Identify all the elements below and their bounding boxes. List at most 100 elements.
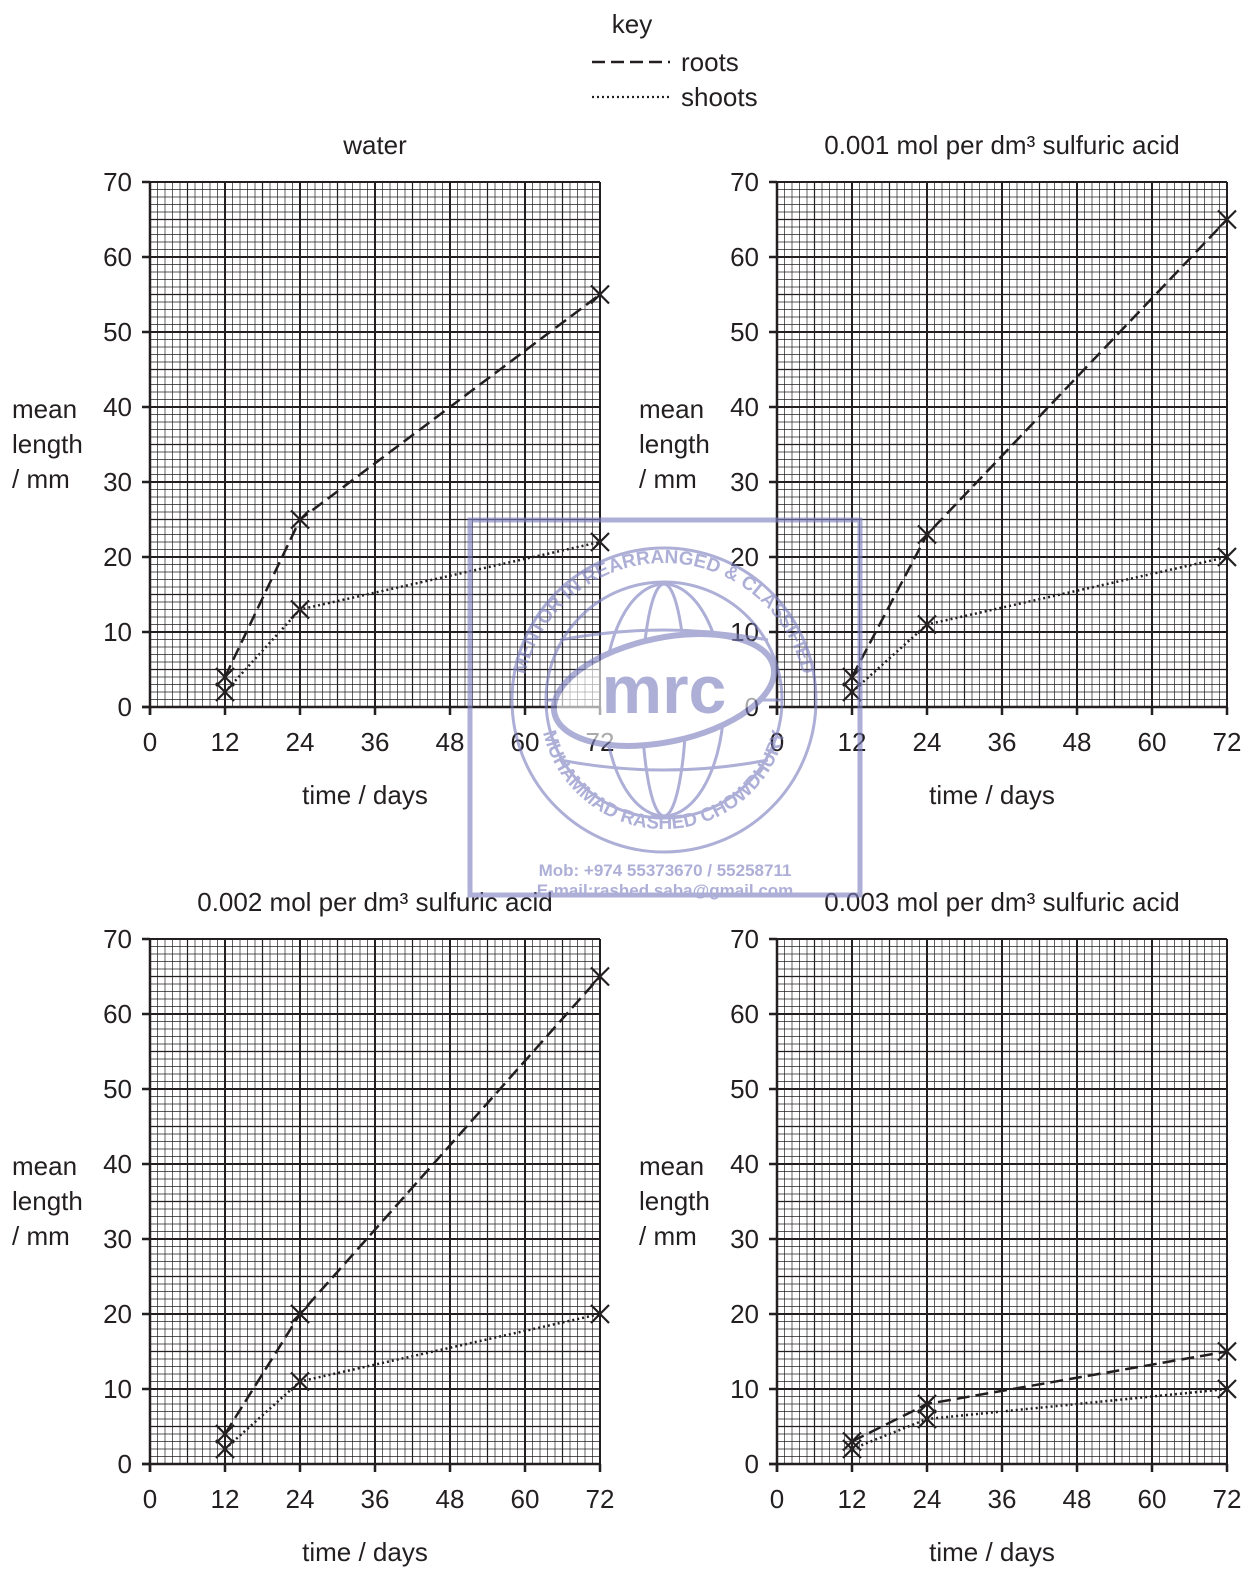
x-axis-label: time / days: [302, 780, 428, 810]
cross-stroke: [917, 524, 937, 545]
cross-stroke: [290, 1371, 310, 1392]
cross-stroke: [1217, 209, 1237, 230]
roots-point: [590, 966, 610, 987]
y-axis-label: / mm: [12, 464, 70, 494]
y-tick-label: 20: [103, 542, 132, 572]
y-tick-label: 40: [730, 1149, 759, 1179]
y-tick-label: 60: [103, 242, 132, 272]
y-axis-label: length: [12, 1186, 83, 1216]
y-tick-label: 50: [103, 1074, 132, 1104]
x-tick-label: 72: [1213, 727, 1242, 757]
watermark-logo-ellipse: [550, 631, 778, 749]
cross-stroke: [290, 599, 310, 620]
x-tick-label: 24: [913, 727, 942, 757]
y-axis-label: / mm: [12, 1221, 70, 1251]
cross-stroke: [590, 532, 610, 552]
cross-stroke: [215, 682, 235, 702]
roots-point: [590, 284, 610, 305]
watermark-seal-outer: [510, 546, 818, 854]
shoots-point: [1217, 1379, 1237, 1399]
roots-point: [1217, 1341, 1237, 1362]
series-shoots: [215, 532, 610, 702]
roots-point: [215, 1424, 235, 1444]
y-tick-label: 60: [103, 999, 132, 1029]
watermark-mobile: Mob: +974 55373670 / 55258711: [539, 861, 792, 880]
chart-title: 0.002 mol per dm³ sulfuric acid: [197, 887, 552, 917]
y-axis-label: length: [639, 429, 710, 459]
legend-title: key: [612, 9, 652, 39]
x-tick-label: 36: [361, 1484, 390, 1514]
roots-point: [917, 524, 937, 545]
cross-stroke: [215, 1424, 235, 1444]
watermark-frame: [467, 517, 863, 898]
x-tick-label: 60: [1138, 1484, 1167, 1514]
y-tick-label: 30: [730, 1224, 759, 1254]
charts: water 0 10 20 30 40 50 60 70 0 12 24 36 48 60 72 time / …: [12, 130, 1241, 1567]
y-tick-label: 20: [730, 1299, 759, 1329]
x-tick-label: 60: [511, 1484, 540, 1514]
cross-stroke: [917, 614, 937, 635]
grid: [776, 938, 1228, 1465]
watermark-logo-text: mrc: [602, 652, 727, 728]
chart-1: water0102030405060700122436486072time / …: [12, 130, 614, 810]
cross-stroke: [1217, 547, 1237, 567]
shoots-point: [215, 1439, 235, 1459]
y-axis-label: / mm: [639, 1221, 697, 1251]
cross-stroke: [590, 966, 610, 987]
cross-stroke: [1217, 1341, 1237, 1362]
cross-stroke: [590, 1304, 610, 1324]
y-tick-label: 40: [730, 392, 759, 422]
cross-stroke: [290, 509, 310, 530]
x-tick-label: 12: [211, 1484, 240, 1514]
chart-title: 0.001 mol per dm³ sulfuric acid: [824, 130, 1179, 160]
chart-3: 0.002 mol per dm³ sulfuric acid 0 10 20 30 40…: [12, 887, 614, 1567]
series-roots: [842, 209, 1237, 687]
chart-title: water: [342, 130, 407, 160]
y-tick-label: 70: [103, 167, 132, 197]
x-tick-label: 48: [436, 1484, 465, 1514]
cross-stroke: [917, 1409, 937, 1429]
y-axis-label: mean: [639, 394, 704, 424]
y-tick-label: 0: [118, 1449, 132, 1479]
x-axis-label: time / days: [302, 1537, 428, 1567]
shoots-point: [1217, 547, 1237, 567]
grid: [149, 938, 601, 1465]
grid: [776, 181, 1228, 708]
cross-stroke: [215, 667, 235, 687]
y-axis-label: / mm: [639, 464, 697, 494]
x-axis-label: time / days: [929, 780, 1055, 810]
chart-4: 0.003 mol per dm³ sulfuric acid 0 10 20 30 40…: [639, 887, 1241, 1567]
shoots-point: [590, 532, 610, 552]
series-roots: [215, 966, 610, 1444]
y-tick-label: 70: [103, 924, 132, 954]
x-tick-label: 36: [361, 727, 390, 757]
series-shoots: [842, 1379, 1237, 1459]
x-tick-label: 48: [1063, 1484, 1092, 1514]
chart-title: 0.003 mol per dm³ sulfuric acid: [824, 887, 1179, 917]
x-tick-label: 36: [988, 727, 1017, 757]
roots-point: [917, 1394, 937, 1414]
legend-shoots-label: shoots: [681, 82, 758, 112]
cross-stroke: [215, 1439, 235, 1459]
shoots-point: [290, 599, 310, 620]
y-tick-label: 50: [730, 317, 759, 347]
watermark-email: E-mail:rashed.saba@gmail.com: [537, 881, 794, 900]
y-axis-label: mean: [12, 1151, 77, 1181]
y-tick-label: 10: [103, 617, 132, 647]
cross-stroke: [590, 284, 610, 305]
series-roots: [215, 284, 610, 687]
watermark: mrc MENTOR IN REARRANGED & CLASSIFIED MU…: [467, 517, 863, 900]
x-tick-label: 0: [770, 727, 784, 757]
shoots-point: [917, 614, 937, 635]
roots-point: [290, 509, 310, 530]
cross-stroke: [917, 1394, 937, 1414]
x-tick-label: 24: [286, 1484, 315, 1514]
x-tick-label: 0: [143, 727, 157, 757]
series-roots: [842, 1341, 1237, 1452]
y-tick-label: 0: [745, 1449, 759, 1479]
y-tick-label: 30: [730, 467, 759, 497]
y-axis-label: mean: [12, 394, 77, 424]
roots-point: [215, 667, 235, 687]
shoots-point: [290, 1371, 310, 1392]
